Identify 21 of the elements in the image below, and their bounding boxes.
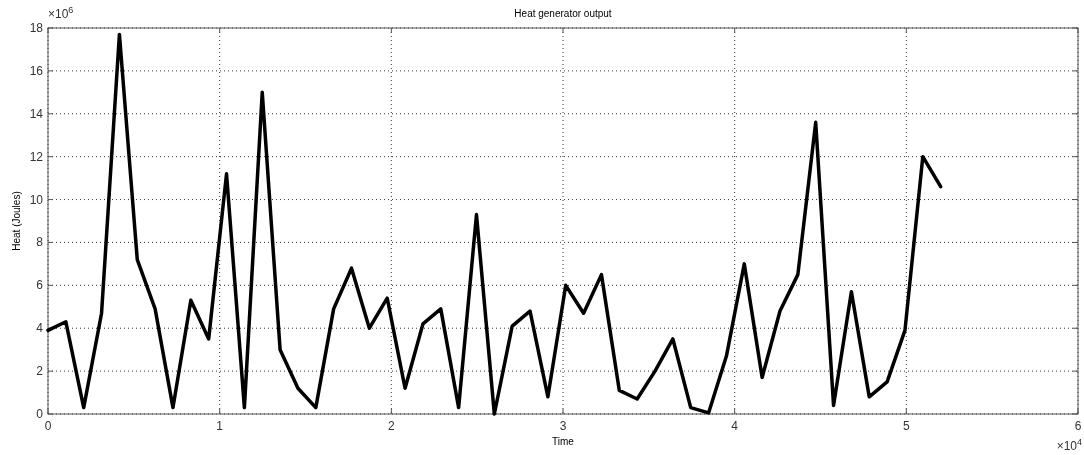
y-tick-label: 2 (36, 364, 44, 379)
y-tick-label: 12 (29, 149, 44, 164)
x-tick-label: 1 (216, 419, 224, 433)
y-tick-label: 0 (36, 407, 44, 421)
y-tick-label: 6 (36, 278, 44, 293)
y-axis-title: Heat (Joules) (11, 191, 22, 251)
x-tick-label: 2 (387, 419, 395, 433)
text: ×10$^{6}$ (48, 5, 74, 21)
y-tick-label: 10 (29, 192, 44, 207)
text: ×10$^{4}$ (1056, 437, 1082, 453)
x-tick-label: 4 (731, 419, 739, 433)
x-axis-title: Time (552, 436, 575, 447)
x-tick-label: 5 (902, 419, 910, 433)
y-tick-label: 18 (29, 21, 44, 35)
y-tick-label: 16 (29, 63, 44, 78)
y-tick-label: 4 (36, 321, 44, 336)
x-tick-label: 3 (559, 419, 567, 433)
chart-title: Heat generator output (514, 8, 612, 19)
x-tick-label: 6 (1074, 419, 1082, 433)
y-tick-label: 8 (36, 235, 44, 250)
y-tick-label: 14 (29, 106, 44, 121)
